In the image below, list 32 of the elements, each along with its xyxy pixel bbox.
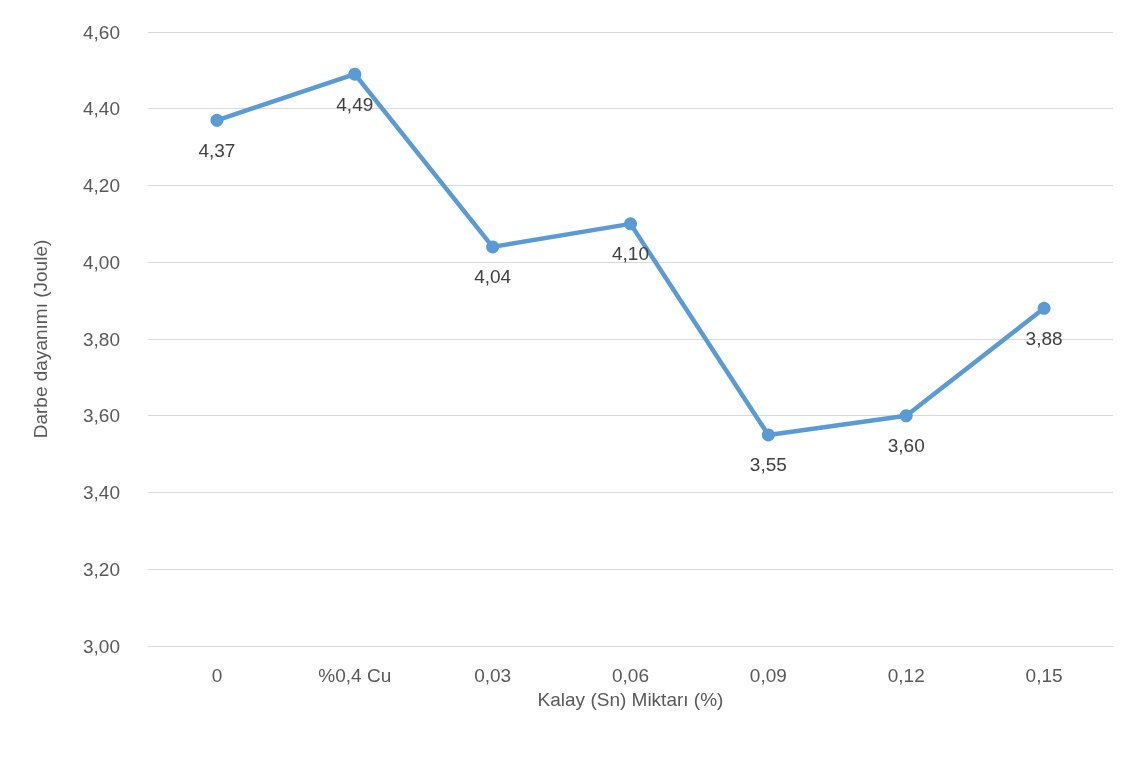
x-tick-label: 0,09 [749, 665, 787, 686]
point [1037, 301, 1051, 315]
x-tick-label: 0,03 [474, 665, 512, 686]
data-label: 3,60 [887, 435, 925, 457]
point [899, 409, 913, 423]
x-tick-label: 0 [211, 665, 223, 686]
y-tick-label: 3,80 [83, 328, 120, 350]
x-tick-label: 0,06 [612, 665, 649, 686]
data-label: 4,37 [198, 139, 236, 161]
y-tick-label: 4,20 [83, 175, 120, 196]
data-label: 4,49 [336, 93, 374, 115]
data-label: 3,88 [1025, 327, 1063, 349]
point [486, 240, 500, 254]
y-tick-label: 3,40 [83, 482, 120, 503]
x-tick-label: %0,4 Cu [318, 665, 392, 686]
data-label: 3,55 [749, 454, 787, 476]
data-label: 4,10 [612, 243, 649, 265]
x-axis-title: Kalay (Sn) Miktarı (%) [537, 689, 724, 710]
point [348, 67, 362, 81]
y-tick-label: 3,20 [83, 558, 120, 580]
point [210, 113, 224, 127]
y-tick-label: 4,60 [83, 21, 120, 43]
point [624, 217, 637, 231]
point [761, 428, 775, 442]
y-tick-label: 3,00 [83, 635, 120, 657]
y-tick-label: 4,40 [83, 98, 120, 120]
y-tick-label: 4,00 [83, 251, 120, 273]
y-tick-label: 3,60 [83, 405, 120, 427]
y-axis-title: Darbe dayanımı (Joule) [30, 239, 51, 439]
data-label: 4,04 [474, 266, 512, 288]
x-tick-label: 0,12 [887, 665, 925, 686]
x-tick-label: 0,15 [1025, 665, 1063, 686]
